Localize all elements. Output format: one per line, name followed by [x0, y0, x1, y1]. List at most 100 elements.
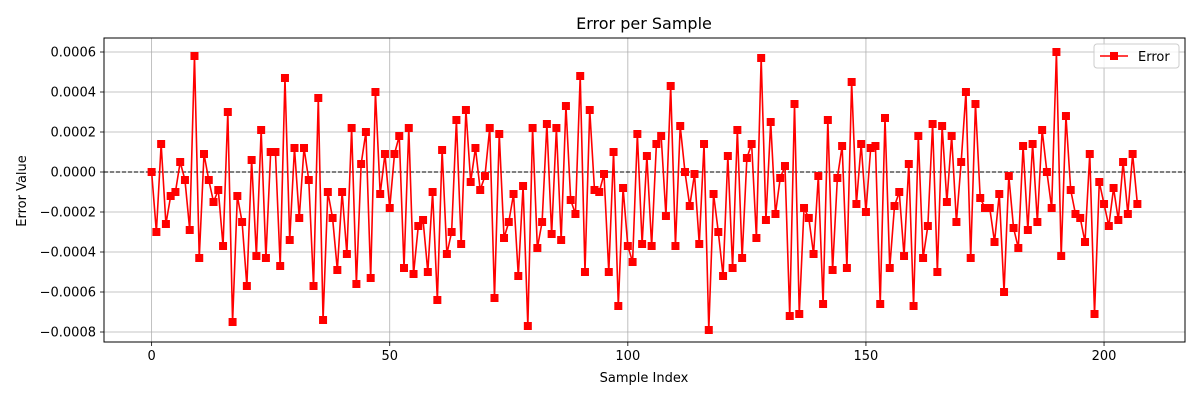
data-point	[619, 184, 628, 192]
data-point	[257, 126, 266, 134]
data-point	[933, 268, 942, 276]
data-point	[428, 188, 437, 196]
data-point	[547, 230, 556, 238]
data-point	[952, 218, 961, 226]
data-point	[219, 242, 228, 250]
data-point	[961, 88, 970, 96]
data-point	[985, 204, 994, 212]
data-point	[880, 114, 889, 122]
data-point	[671, 242, 680, 250]
data-point	[542, 120, 551, 128]
data-point	[404, 124, 413, 132]
data-point	[1061, 112, 1070, 120]
x-axis-label: Sample Index	[600, 371, 689, 386]
data-point	[1128, 150, 1137, 158]
plot-frame	[103, 37, 1186, 343]
data-point	[233, 192, 242, 200]
data-point	[228, 318, 237, 326]
data-point	[600, 170, 609, 178]
data-point	[500, 234, 509, 242]
data-point	[700, 140, 709, 148]
data-point	[528, 124, 537, 132]
data-point	[452, 116, 461, 124]
data-point	[1114, 216, 1123, 224]
legend-box	[1093, 43, 1180, 69]
data-point	[157, 140, 166, 148]
data-point	[457, 240, 466, 248]
data-point	[523, 322, 532, 330]
data-point	[1071, 210, 1080, 218]
data-point	[1047, 204, 1056, 212]
data-point	[814, 172, 823, 180]
data-point	[171, 188, 180, 196]
data-point	[785, 312, 794, 320]
data-point	[861, 208, 870, 216]
data-point	[1004, 172, 1013, 180]
data-point	[161, 220, 170, 228]
data-point	[942, 198, 951, 206]
data-point	[409, 270, 418, 278]
x-tick-label: 100	[615, 349, 640, 364]
data-point	[890, 202, 899, 210]
data-point	[166, 192, 175, 200]
data-point	[685, 202, 694, 210]
data-point	[609, 148, 618, 156]
data-point	[990, 238, 999, 246]
data-point	[642, 152, 651, 160]
data-point	[871, 142, 880, 150]
data-point	[938, 122, 947, 130]
data-point	[261, 254, 270, 262]
data-point	[519, 182, 528, 190]
data-point	[209, 198, 218, 206]
data-point	[690, 170, 699, 178]
data-point	[442, 250, 451, 258]
data-point	[466, 178, 475, 186]
data-point	[185, 226, 194, 234]
data-point	[195, 254, 204, 262]
data-point	[723, 152, 732, 160]
data-point	[652, 140, 661, 148]
data-point	[1090, 310, 1099, 318]
data-point	[800, 204, 809, 212]
data-point	[447, 228, 456, 236]
data-point	[604, 268, 613, 276]
data-point	[1023, 226, 1032, 234]
data-point	[180, 176, 189, 184]
data-point	[1019, 142, 1028, 150]
data-point	[423, 268, 432, 276]
data-point	[928, 120, 937, 128]
data-point	[147, 168, 156, 176]
data-point	[304, 176, 313, 184]
data-point	[280, 74, 289, 82]
data-point	[866, 144, 875, 152]
data-point	[309, 282, 318, 290]
data-point	[804, 214, 813, 222]
y-axis: −0.0008 −0.0006 −0.0004 −0.0002 0.0000 0.0002…	[40, 46, 104, 341]
data-point	[576, 72, 585, 80]
data-point	[271, 148, 280, 156]
data-point	[761, 216, 770, 224]
data-point	[1119, 158, 1128, 166]
data-point	[352, 280, 361, 288]
data-point	[633, 130, 642, 138]
data-point	[900, 252, 909, 260]
data-point	[580, 268, 589, 276]
y-tick-label: −0.0004	[40, 246, 96, 261]
data-point	[923, 222, 932, 230]
data-point	[557, 236, 566, 244]
data-point	[995, 190, 1004, 198]
data-point	[152, 228, 161, 236]
data-point	[295, 214, 304, 222]
y-axis-label: Error Value	[15, 155, 30, 227]
data-point	[176, 158, 185, 166]
data-point	[595, 188, 604, 196]
data-point	[666, 82, 675, 90]
y-tick-label: 0.0000	[51, 166, 97, 181]
series-line-error	[150, 51, 1139, 331]
data-point	[714, 228, 723, 236]
legend-label: Error	[1138, 50, 1170, 65]
data-point	[395, 132, 404, 140]
data-point	[247, 156, 256, 164]
data-point	[1042, 168, 1051, 176]
y-tick-label: 0.0002	[51, 126, 97, 141]
